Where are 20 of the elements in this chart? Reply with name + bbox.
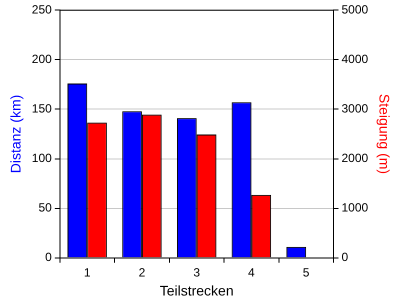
- y2-tick-label: 5000: [342, 2, 369, 17]
- x-axis-title: Teilstrecken: [160, 282, 234, 298]
- x-tick-label: 2: [138, 265, 146, 280]
- y2-tick-label: 1000: [342, 200, 369, 215]
- y-tick-label: 100: [32, 151, 52, 166]
- x-tick-label: 3: [193, 265, 200, 280]
- y-tick-label: 150: [32, 102, 52, 116]
- y-tick-label: 250: [32, 2, 52, 17]
- y2-tick-label: 3000: [342, 102, 369, 116]
- x-tick-label: 4: [248, 265, 256, 280]
- y-tick-label: 200: [32, 52, 52, 66]
- y-tick-label: 50: [38, 200, 52, 215]
- y-tick-label: 0: [45, 250, 52, 264]
- y2-tick-label: 4000: [342, 52, 369, 66]
- x-tick-label: 1: [84, 265, 91, 280]
- y-axis-title: Distanz (km): [7, 94, 24, 174]
- y2-tick-label: 0: [342, 250, 349, 264]
- y2-tick-label: 2000: [342, 151, 369, 166]
- y2-axis-title: Steigung (m): [376, 94, 393, 174]
- x-tick-label: 5: [302, 265, 310, 280]
